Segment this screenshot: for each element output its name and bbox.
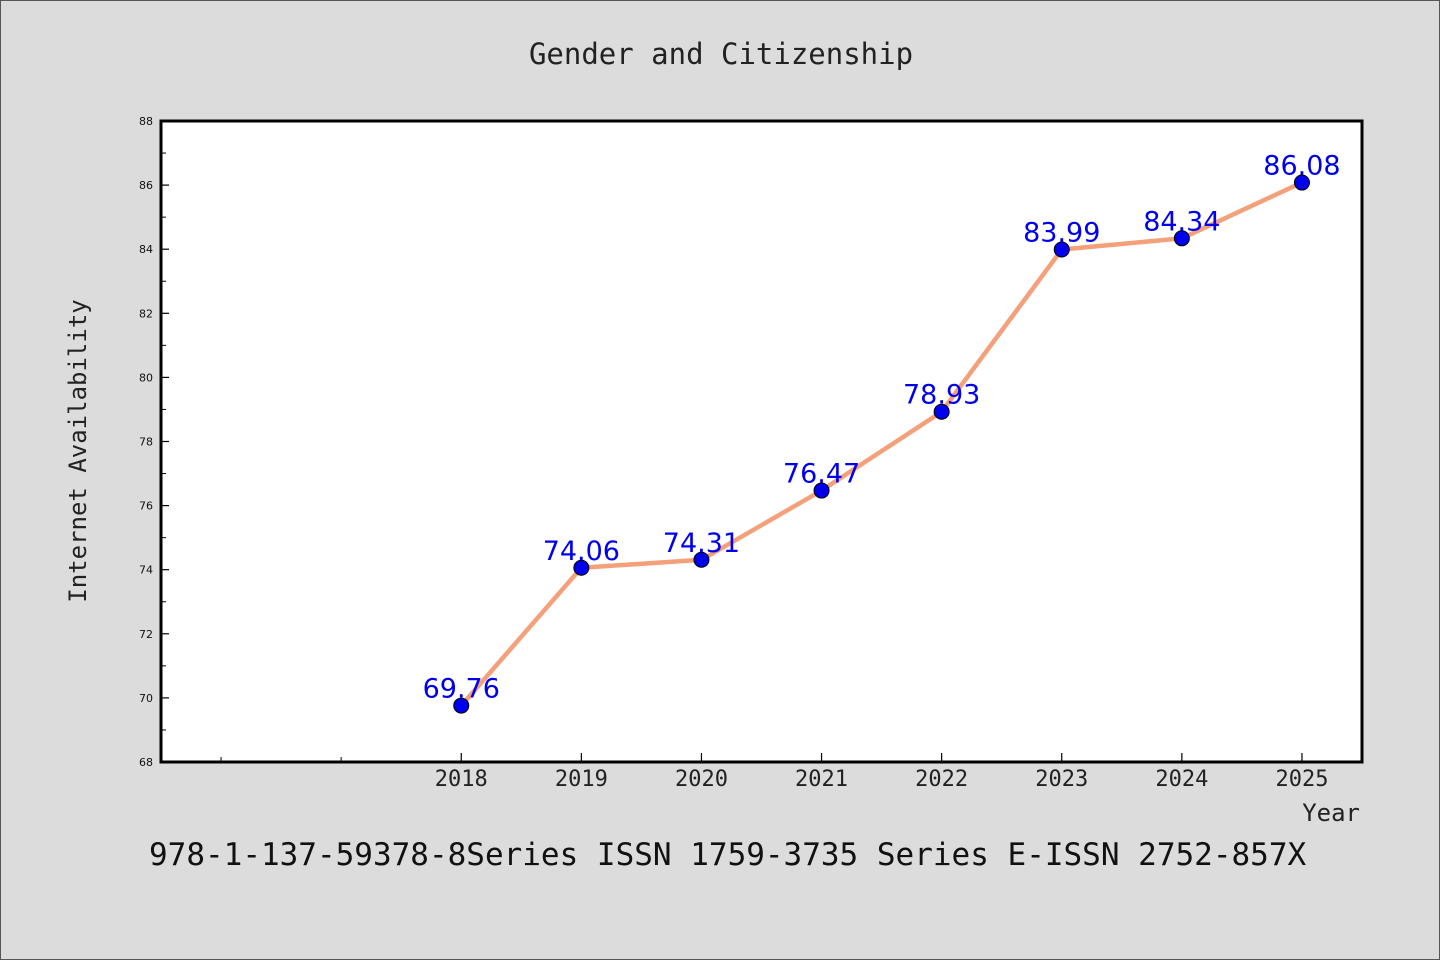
series-layer [453, 174, 1310, 714]
x-tick-label: 2018 [435, 767, 488, 792]
series-line [459, 180, 1303, 708]
footer-issn-text: 978-1-137-59378-8Series ISSN 1759-3735 S… [149, 837, 1306, 873]
data-label: 78.93 [903, 380, 980, 411]
y-tick-label: 68 [139, 756, 153, 769]
x-tick-label: 2019 [555, 767, 608, 792]
x-tick-label: 2025 [1275, 767, 1328, 792]
data-point [813, 482, 830, 499]
data-label: 74.06 [543, 536, 620, 567]
data-point [933, 403, 950, 420]
data-point [1053, 241, 1070, 258]
x-tick-label: 2020 [675, 767, 728, 792]
data-point [453, 697, 470, 714]
y-tick-label: 70 [139, 692, 153, 705]
y-tick-label: 82 [139, 307, 153, 320]
data-label: 74.31 [663, 528, 740, 559]
x-tick-label: 2021 [795, 767, 848, 792]
x-axis-label: Year [1302, 799, 1360, 827]
data-label: 69.76 [423, 674, 500, 705]
plot-area [159, 119, 1364, 764]
y-tick-label: 88 [139, 115, 153, 128]
data-label: 83.99 [1023, 218, 1100, 249]
x-tick-label: 2023 [1035, 767, 1088, 792]
y-tick-label: 74 [139, 564, 153, 577]
data-label: 86.08 [1263, 151, 1340, 182]
data-label: 84.34 [1143, 206, 1220, 237]
y-tick-label: 76 [139, 500, 153, 513]
y-axis-ticks: 68 70 72 74 76 78 80 82 84 86 88 [139, 115, 169, 769]
x-tick-label: 2024 [1155, 767, 1208, 792]
y-tick-label: 78 [139, 436, 153, 449]
data-point [573, 559, 590, 576]
y-tick-label: 72 [139, 628, 153, 641]
x-axis-ticks: 2018 2019 2020 2021 2022 2023 2024 2025 [220, 753, 1328, 792]
y-axis-label: Internet Availability [64, 299, 92, 602]
data-label: 76.47 [783, 459, 860, 490]
chart-title: Gender and Citizenship [529, 37, 913, 71]
y-tick-label: 86 [139, 179, 153, 192]
data-labels-layer: 69.76 74.06 74.31 76.47 78.93 83.99 84.34 86.08 [423, 151, 1341, 705]
x-tick-label: 2022 [915, 767, 968, 792]
data-point [693, 551, 710, 568]
y-tick-label: 80 [139, 371, 153, 384]
y-tick-label: 84 [139, 243, 153, 256]
data-point [1293, 174, 1310, 191]
data-point [1173, 230, 1190, 247]
